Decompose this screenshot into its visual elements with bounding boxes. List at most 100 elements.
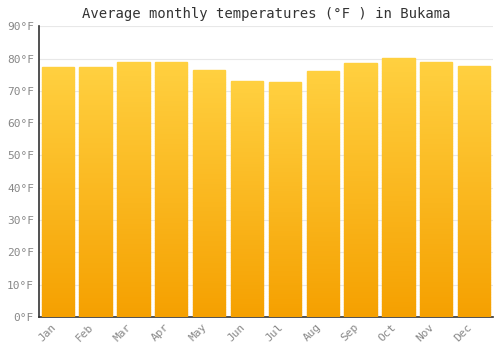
Bar [344,99,376,101]
Bar [80,217,112,219]
Bar [382,164,414,167]
Bar [118,200,150,202]
Bar [306,238,339,240]
Bar [42,219,74,222]
Bar [80,202,112,204]
Bar [306,275,339,278]
Bar [231,199,263,201]
Bar [306,285,339,287]
Bar [382,74,414,76]
Bar [42,174,74,177]
Bar [306,100,339,103]
Bar [155,159,188,161]
Bar [118,85,150,88]
Bar [269,146,301,148]
Bar [193,262,225,265]
Bar [458,191,490,194]
Bar [344,286,376,289]
Bar [155,192,188,194]
Bar [420,87,452,90]
Bar [269,127,301,129]
Bar [344,157,376,160]
Bar [231,232,263,234]
Bar [193,193,225,196]
Bar [118,289,150,291]
Bar [458,146,490,149]
Bar [80,167,112,169]
Bar [155,215,188,217]
Bar [231,140,263,142]
Bar [118,309,150,312]
Bar [231,222,263,225]
Bar [42,279,74,282]
Bar [42,69,74,72]
Bar [193,178,225,181]
Bar [382,234,414,237]
Bar [118,208,150,210]
Bar [193,235,225,238]
Bar [458,174,490,176]
Bar [420,199,452,202]
Bar [118,187,150,190]
Bar [269,136,301,139]
Bar [420,159,452,161]
Bar [344,76,376,78]
Bar [420,301,452,304]
Bar [118,210,150,212]
Bar [269,117,301,120]
Bar [155,301,188,304]
Bar [80,279,112,282]
Bar [155,314,188,317]
Bar [382,174,414,177]
Bar [269,312,301,314]
Bar [42,307,74,309]
Bar [306,107,339,110]
Bar [155,118,188,120]
Bar [80,114,112,117]
Bar [344,256,376,258]
Bar [420,230,452,233]
Bar [231,206,263,208]
Bar [193,225,225,228]
Bar [80,294,112,297]
Bar [80,274,112,277]
Bar [42,122,74,124]
Bar [80,222,112,224]
Bar [458,159,490,161]
Bar [118,218,150,220]
Bar [382,216,414,218]
Bar [344,175,376,177]
Bar [420,72,452,75]
Bar [80,89,112,92]
Bar [118,233,150,236]
Bar [80,272,112,274]
Bar [118,174,150,177]
Bar [42,114,74,117]
Bar [155,194,188,197]
Bar [193,247,225,250]
Bar [118,134,150,136]
Bar [458,74,490,76]
Bar [382,185,414,187]
Bar [420,82,452,85]
Bar [193,275,225,277]
Bar [231,270,263,272]
Bar [420,268,452,271]
Bar [306,255,339,258]
Bar [306,147,339,149]
Bar [382,63,414,66]
Bar [344,195,376,197]
Bar [80,134,112,137]
Bar [118,90,150,93]
Bar [42,282,74,284]
Bar [155,266,188,268]
Bar [420,238,452,240]
Bar [344,271,376,274]
Bar [458,284,490,287]
Bar [80,109,112,112]
Bar [155,238,188,240]
Bar [269,296,301,298]
Bar [269,141,301,143]
Bar [231,291,263,293]
Bar [269,188,301,190]
